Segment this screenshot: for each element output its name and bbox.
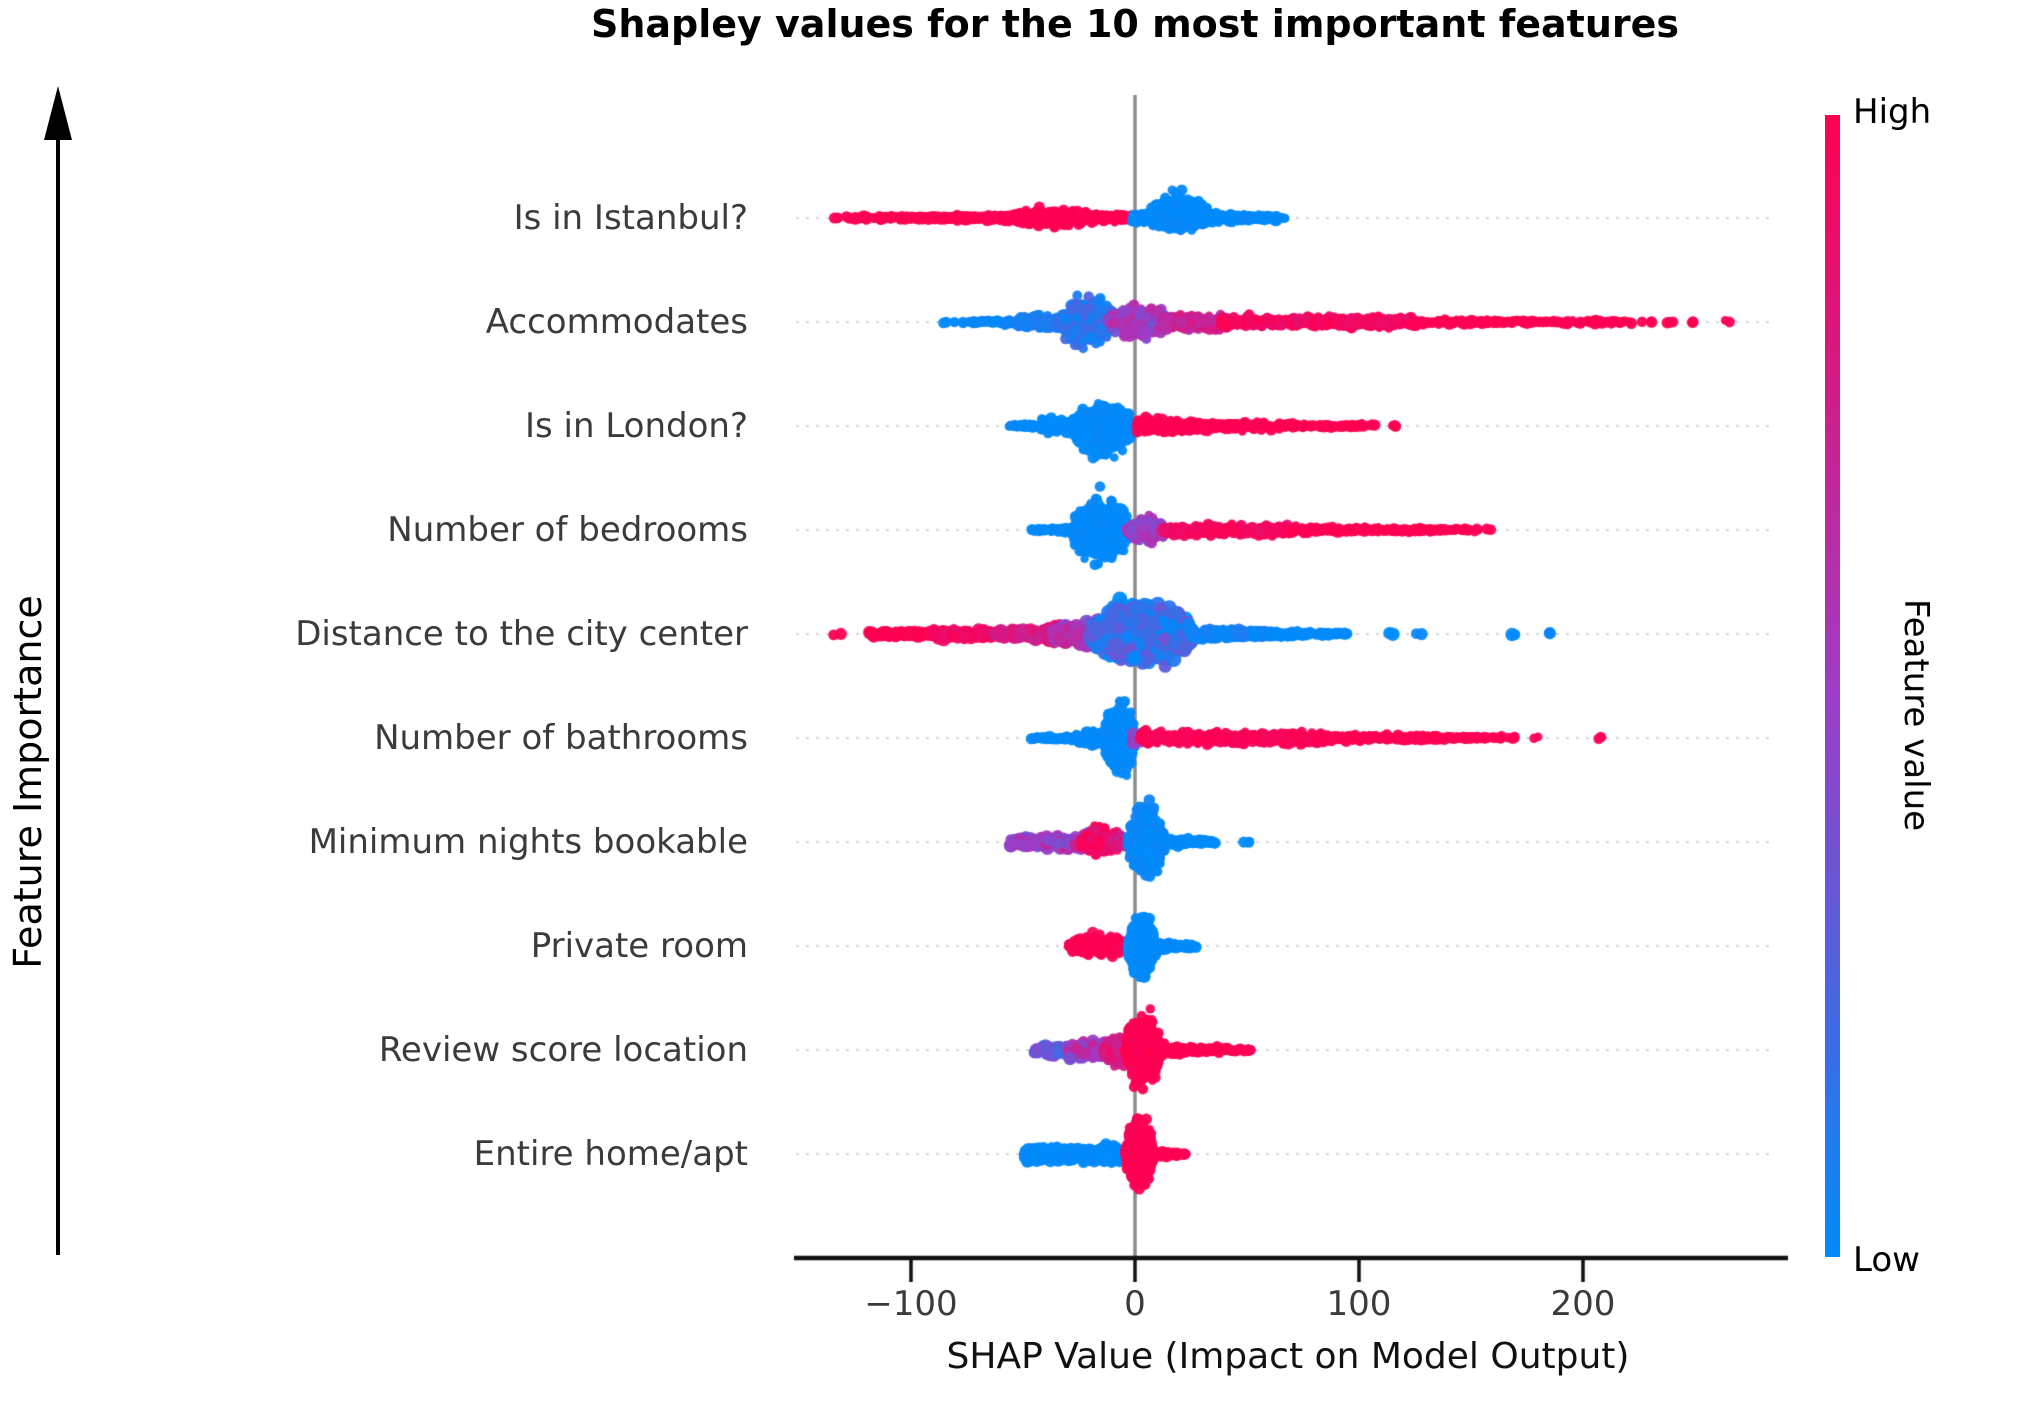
colorbar-low-label: Low	[1853, 1240, 1920, 1280]
x-axis-label: SHAP Value (Impact on Model Output)	[946, 1336, 1630, 1377]
x-axis-tick-label-200: 200	[1550, 1284, 1616, 1324]
colorbar-gradient	[1825, 115, 1840, 1257]
colorbar-high-label: High	[1853, 92, 1932, 132]
x-axis-tick-label-minus-100: −100	[864, 1284, 958, 1324]
x-axis-tick-label-0: 0	[1124, 1284, 1146, 1324]
colorbar-title: Feature value	[1896, 598, 1936, 832]
x-axis-tick-label-100: 100	[1326, 1284, 1392, 1324]
